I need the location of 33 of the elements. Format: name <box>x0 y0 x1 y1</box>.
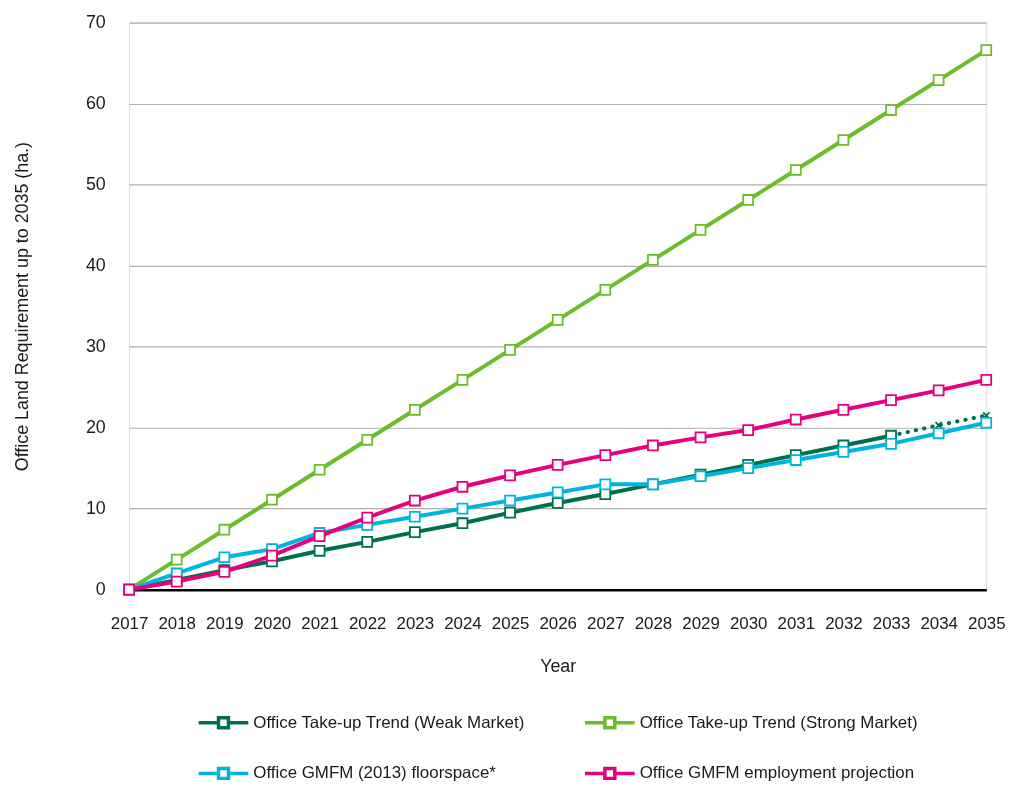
x-tick-label: 2019 <box>206 613 244 633</box>
x-tick-label: 2027 <box>587 613 625 633</box>
y-axis-title: Office Land Requirement up to 2035 (ha.) <box>12 141 33 472</box>
y-tick-label: 0 <box>95 579 106 600</box>
x-tick-label: 2028 <box>634 613 673 633</box>
x-tick-label: 2033 <box>872 613 911 633</box>
y-tick-label: 20 <box>85 417 106 438</box>
y-tick-label: 70 <box>85 12 106 32</box>
legend-label: Office Take-up Trend (Weak Market) <box>253 712 525 732</box>
x-tick-label: 2022 <box>348 613 387 633</box>
x-tick-label: 2023 <box>396 613 435 633</box>
x-tick-label: 2025 <box>491 613 530 633</box>
y-tick-label: 10 <box>85 498 106 519</box>
x-tick-label: 2035 <box>967 613 1006 633</box>
y-tick-label: 50 <box>85 174 106 195</box>
legend-label: Office Take-up Trend (Strong Market) <box>639 712 918 732</box>
legend-label: Office GMFM (2013) floorspace* <box>253 763 497 783</box>
x-tick-label: 2029 <box>682 613 720 633</box>
x-tick-label: 2026 <box>539 613 577 633</box>
x-tick-label: 2032 <box>825 613 863 633</box>
x-tick-label: 2017 <box>110 613 149 633</box>
y-tick-label: 30 <box>85 336 106 357</box>
x-axis-title: Year <box>540 655 577 676</box>
x-tick-label: 2021 <box>301 613 339 633</box>
legend-label: Office GMFM employment projection <box>639 763 915 783</box>
x-tick-label: 2030 <box>729 613 768 633</box>
y-tick-label: 40 <box>85 255 106 276</box>
x-tick-label: 2020 <box>253 613 292 633</box>
x-tick-label: 2024 <box>444 613 482 633</box>
x-tick-label: 2031 <box>777 613 816 633</box>
x-tick-label: 2034 <box>920 613 958 633</box>
x-tick-label: 2018 <box>158 613 197 633</box>
y-tick-label: 60 <box>85 93 106 114</box>
